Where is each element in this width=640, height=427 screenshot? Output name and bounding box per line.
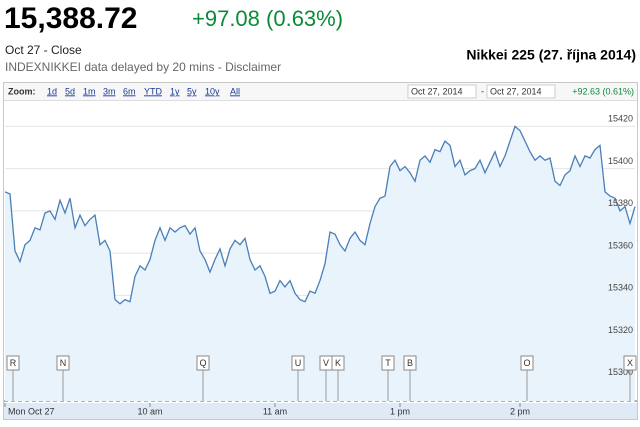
zoom-option[interactable]: YTD (144, 86, 163, 96)
zoom-option[interactable]: 5d (65, 86, 75, 96)
flag-box[interactable] (56, 355, 70, 371)
zoom-option[interactable]: 5y (187, 86, 197, 96)
range-start: Oct 27, 2014 (411, 86, 463, 96)
flag-box[interactable] (403, 355, 417, 371)
range-separator: - (481, 86, 484, 96)
price-line (4, 125, 636, 305)
x-tick-label: 10 am (137, 406, 162, 416)
flag-box[interactable] (196, 355, 210, 371)
y-tick-label: 15320 (608, 325, 633, 335)
range-end-box (486, 84, 556, 99)
y-tick-label: 15420 (608, 114, 633, 124)
zoom-option[interactable]: 1m (83, 86, 96, 96)
flag-box[interactable] (381, 355, 395, 371)
y-tick-label: 15400 (608, 156, 633, 166)
flag-label[interactable]: N (60, 358, 67, 368)
flag-label[interactable]: X (627, 358, 633, 368)
zoom-option[interactable]: 1y (170, 86, 180, 96)
y-tick-label: 15380 (608, 198, 633, 208)
flag-label[interactable]: R (10, 358, 17, 368)
zoom-option[interactable]: All (230, 86, 240, 96)
x-axis-band (4, 403, 637, 419)
flag-box[interactable] (291, 355, 305, 371)
x-tick-label: 1 pm (390, 406, 410, 416)
zoom-label: Zoom: (8, 86, 36, 96)
range-start-box (407, 84, 477, 99)
flag-box[interactable] (6, 355, 20, 371)
chart-title: Nikkei 225 (27. října 2014) (466, 47, 636, 63)
x-tick-label: 11 am (263, 406, 287, 416)
x-tick-label: 2 pm (510, 406, 530, 416)
chart-frame (3, 82, 638, 420)
plot: 15300 15320 15340 15360 15380 15400 15420 Mon O… (4, 114, 636, 416)
delay-note: INDEXNIKKEI data delayed by 20 mins - Di… (5, 60, 281, 74)
flag-box[interactable] (520, 355, 534, 371)
flag-label[interactable]: V (323, 358, 329, 368)
flag-label[interactable]: Q (199, 358, 206, 368)
flag-label[interactable]: K (335, 358, 341, 368)
x-tick-label: Mon Oct 27 (8, 406, 55, 416)
y-tick-label: 15340 (608, 283, 633, 293)
flag-label[interactable]: T (385, 358, 391, 368)
flag-label[interactable]: O (523, 358, 530, 368)
range-end: Oct 27, 2014 (490, 86, 542, 96)
price: 15,388.72 (4, 2, 137, 35)
flag-box[interactable] (331, 355, 345, 371)
flag-label[interactable]: U (295, 358, 302, 368)
flag-box[interactable] (623, 355, 637, 371)
toolbar (4, 83, 637, 100)
flag-label[interactable]: B (407, 358, 413, 368)
toolbar-items: Zoom: 1d 5d 1m 3m 6m YTD 1y 5y 10y All Oct 27, 2014… (8, 84, 634, 99)
y-tick-label: 15360 (608, 240, 633, 250)
zoom-option[interactable]: 10y (205, 86, 220, 96)
line-area (5, 126, 635, 402)
zoom-option[interactable]: 3m (103, 86, 116, 96)
zoom-option[interactable]: 1d (47, 86, 57, 96)
close-label: Oct 27 - Close (5, 43, 82, 57)
range-change: +92.63 (0.61%) (572, 86, 634, 96)
zoom-option[interactable]: 6m (123, 86, 136, 96)
y-tick-label: 15300 (608, 367, 633, 377)
price-change: +97.08 (0.63%) (192, 6, 343, 31)
